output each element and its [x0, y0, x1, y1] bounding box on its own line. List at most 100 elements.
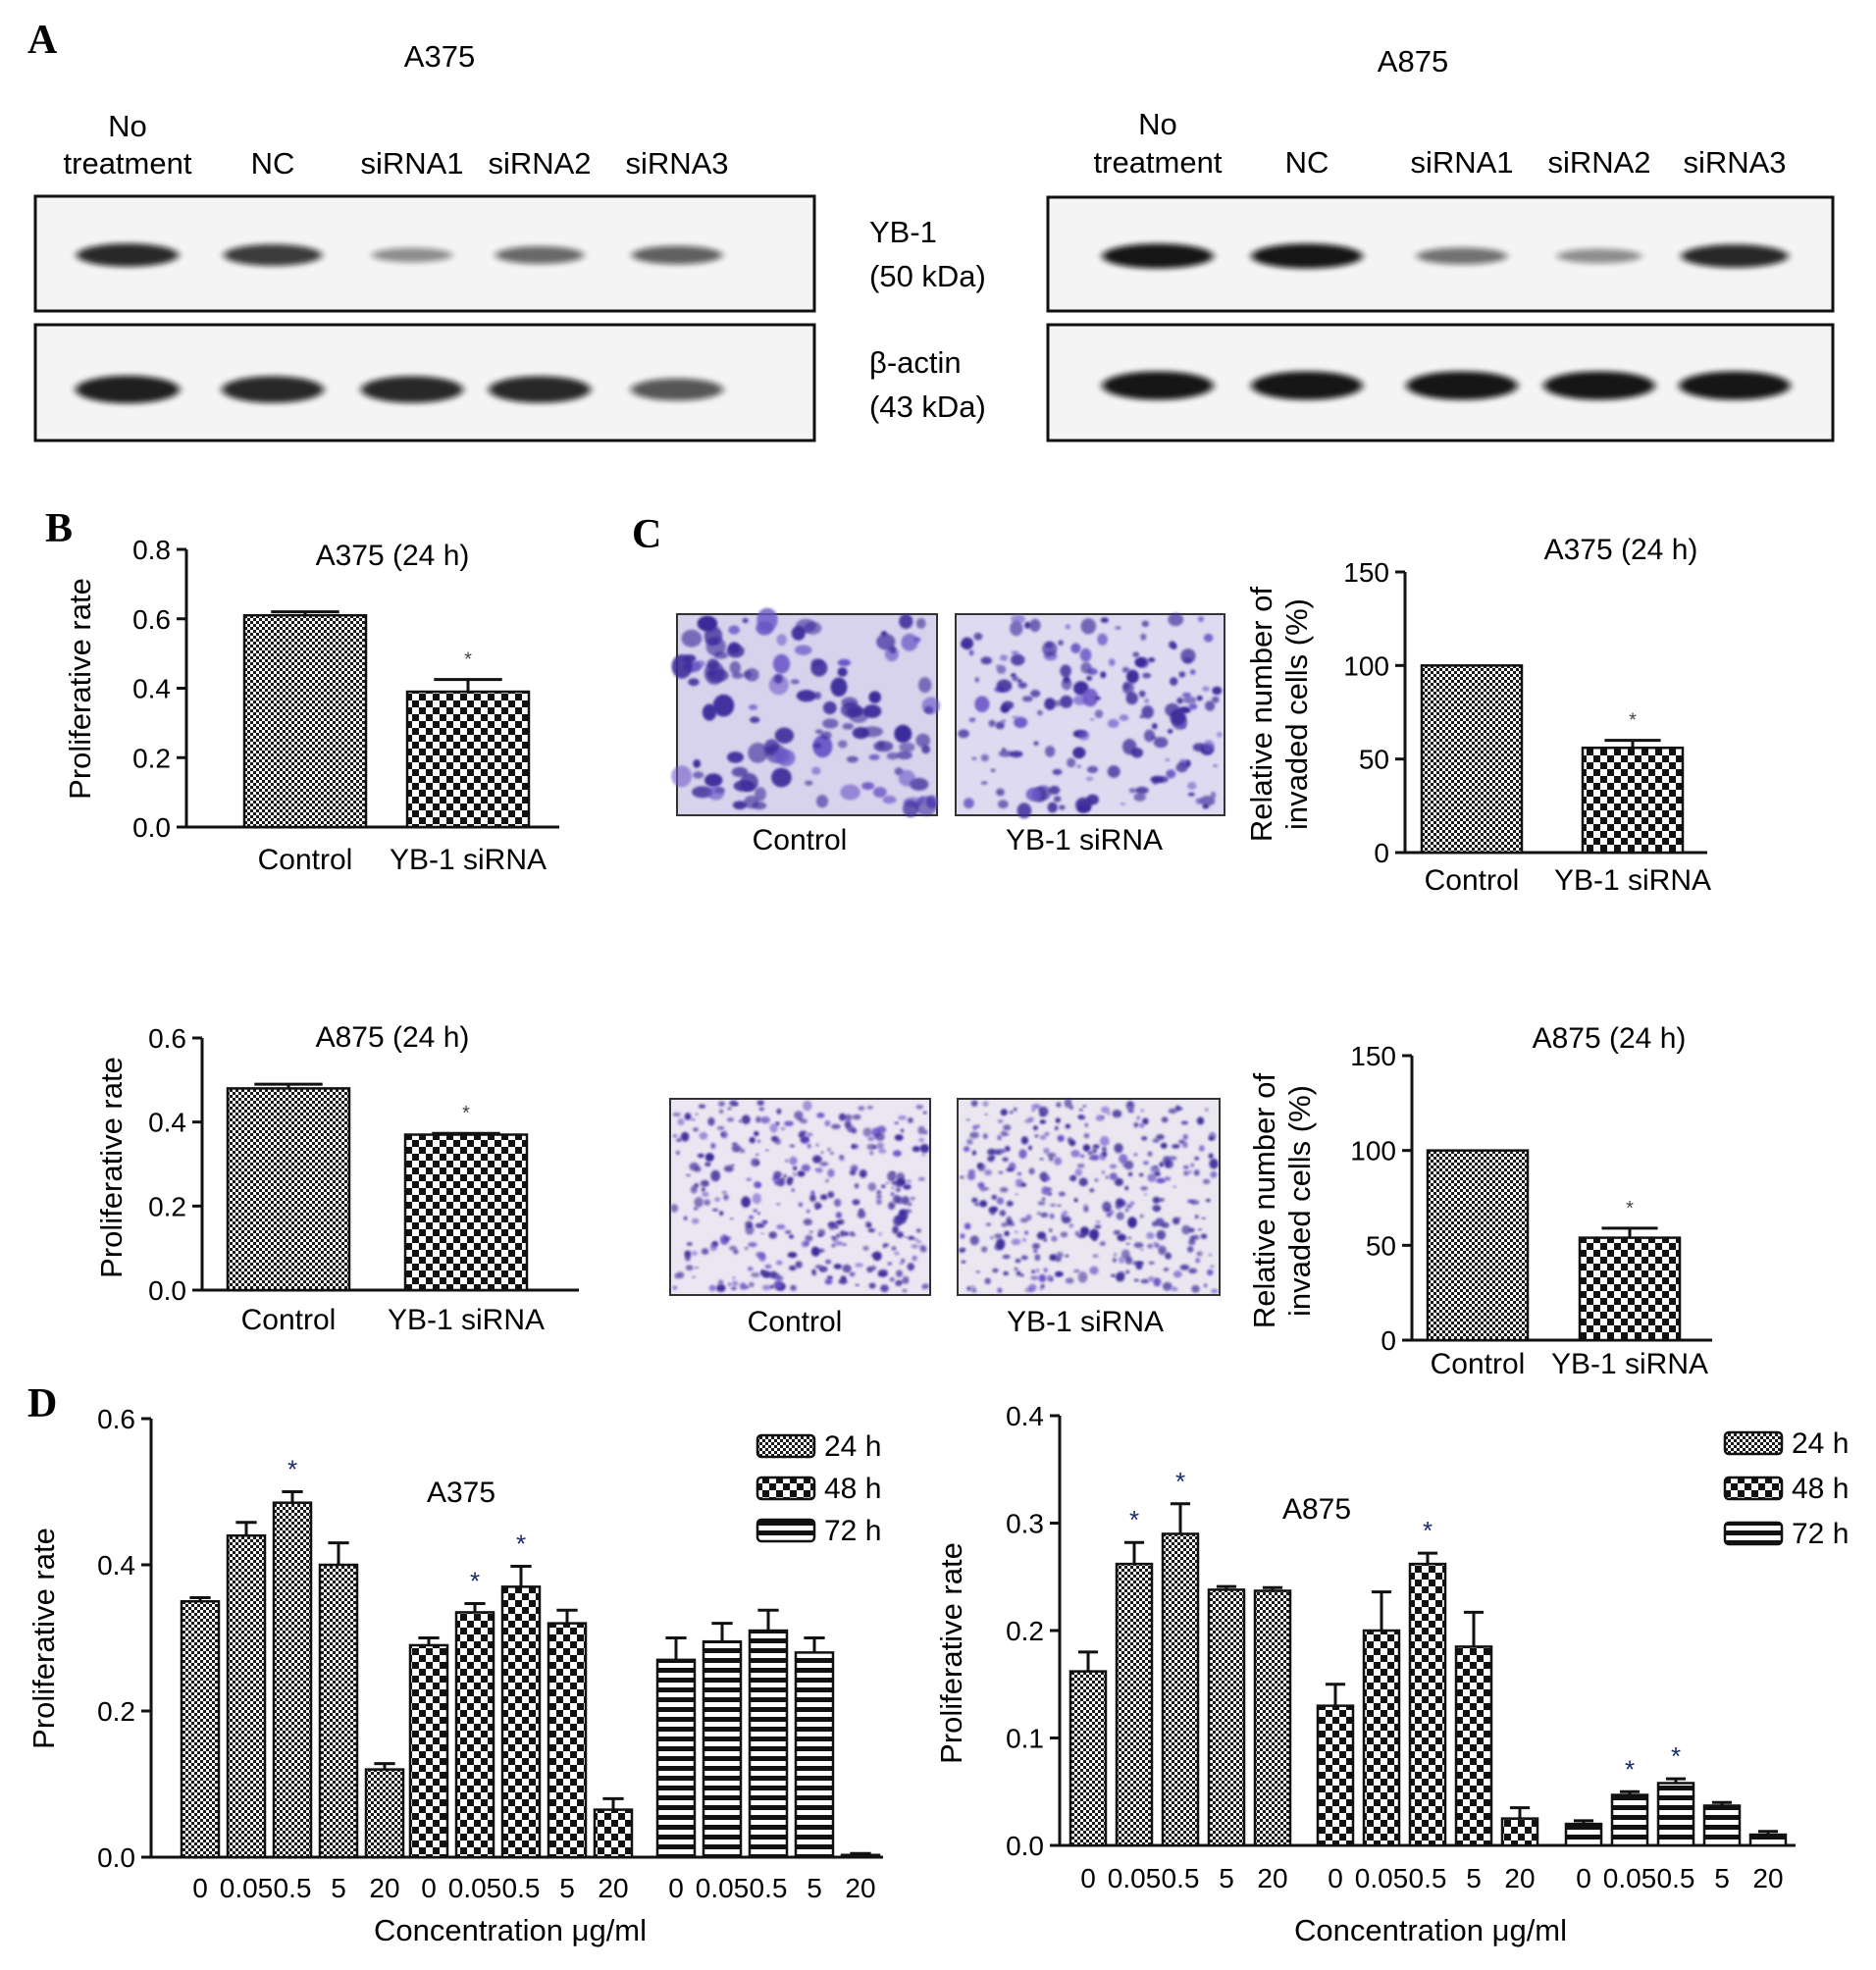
bar — [1748, 1833, 1788, 1847]
stained-cell — [1132, 651, 1140, 657]
stained-cell — [919, 1247, 927, 1253]
stained-cell — [1094, 697, 1101, 700]
yb1-band — [632, 245, 722, 265]
stained-cell — [744, 1246, 749, 1250]
stained-cell — [1187, 781, 1197, 790]
stained-cell — [803, 1100, 812, 1112]
lane-label: siRNA1 — [360, 146, 463, 181]
stained-cell — [1092, 1254, 1099, 1258]
stained-cell — [672, 1112, 681, 1117]
lane-label: siRNA3 — [1683, 145, 1786, 180]
yb1-band — [372, 247, 452, 263]
stained-cell — [810, 658, 824, 667]
stained-cell — [1044, 1175, 1051, 1181]
stained-cell — [1139, 1214, 1144, 1218]
significance-marker: * — [1626, 1198, 1634, 1219]
stained-cell — [1102, 1147, 1107, 1152]
stained-cell — [901, 633, 918, 651]
chart-title: A875 (24 h) — [1533, 1022, 1687, 1055]
stained-cell — [726, 1117, 735, 1122]
stained-cell — [1152, 1138, 1160, 1143]
y-tick-label: 0.2 — [97, 1696, 135, 1727]
x-tick-label: 20 — [369, 1873, 399, 1903]
stained-cell — [810, 1190, 815, 1196]
stained-cell — [1202, 1178, 1211, 1184]
stained-cell — [709, 1243, 717, 1252]
stained-cell — [877, 741, 885, 750]
stained-cell — [1203, 1283, 1208, 1288]
stained-cell — [868, 1282, 876, 1289]
stained-cell — [1040, 1212, 1049, 1218]
category-label: YB-1 siRNA — [1554, 864, 1711, 897]
stained-cell — [917, 1176, 926, 1181]
stained-cell — [756, 1100, 764, 1106]
chart-d-a875-dose-response: 0.0 0.1 0.2 0.3 0.4 Proliferative rate A875 0 * 0… — [934, 1401, 1849, 1947]
stained-cell — [963, 1146, 970, 1153]
stained-cell — [1116, 1212, 1124, 1220]
stained-cell — [1043, 1147, 1050, 1155]
stained-cell — [1194, 1215, 1199, 1219]
stained-cell — [911, 1244, 919, 1249]
stained-cell — [894, 1134, 904, 1141]
stained-cell — [917, 1125, 925, 1135]
stained-cell — [892, 1150, 902, 1157]
stained-cell — [855, 1283, 860, 1286]
stained-cell — [869, 1151, 874, 1156]
stained-cell — [688, 678, 700, 687]
y-tick-label: 100 — [1343, 650, 1389, 681]
stained-cell — [1077, 804, 1091, 813]
stained-cell — [762, 1271, 773, 1278]
stained-cell — [1082, 1144, 1091, 1152]
stained-cell — [858, 1106, 865, 1112]
chart-c-a875-invasion: 0 50 100 150 Relative number of invaded cells… — [1247, 1022, 1712, 1380]
stained-cell — [846, 755, 859, 763]
stained-cell — [896, 1172, 906, 1181]
stained-cell — [1141, 620, 1150, 627]
bar — [1581, 746, 1685, 855]
y-tick-label: 150 — [1343, 557, 1389, 588]
stained-cells-yb1-sirna — [958, 612, 1223, 819]
stained-cell — [1140, 1109, 1144, 1113]
stained-cell — [876, 1142, 884, 1150]
stained-cell — [996, 664, 1007, 674]
y-axis-label: Proliferative rate — [63, 578, 97, 800]
chart-title: A875 (24 h) — [316, 1021, 470, 1054]
stained-cell — [1031, 1270, 1035, 1273]
stained-cell — [761, 1219, 767, 1225]
stained-cell — [764, 1264, 772, 1270]
stained-cell — [684, 1113, 692, 1120]
stained-cell — [721, 1190, 727, 1194]
stained-cell — [731, 672, 744, 679]
stained-cell — [835, 1212, 843, 1218]
stained-cell — [677, 1117, 685, 1126]
category-label: Control — [241, 1304, 337, 1336]
stained-cell — [987, 1155, 995, 1163]
stained-cell — [876, 1190, 882, 1195]
stained-cell — [868, 753, 880, 760]
stained-cell — [811, 766, 821, 775]
stained-cell — [726, 644, 745, 658]
stained-cell — [685, 1265, 694, 1271]
stained-cell — [1016, 803, 1032, 819]
stained-cell — [1097, 633, 1108, 646]
stained-cell — [1024, 1118, 1032, 1123]
stained-cell — [701, 1248, 709, 1255]
stained-cell — [997, 1134, 1002, 1141]
stained-cell — [866, 1222, 872, 1227]
stained-cell — [1011, 1238, 1021, 1246]
stained-cell — [729, 660, 741, 675]
x-tick-label: 0.05 — [696, 1873, 750, 1903]
stained-cell — [900, 1128, 905, 1133]
stained-cell — [769, 1123, 778, 1133]
stained-cell — [999, 1210, 1007, 1217]
stained-cell — [1142, 1117, 1149, 1125]
stained-cell — [1037, 709, 1043, 716]
stained-cell — [827, 1168, 835, 1178]
blot-cell-line-title: A875 — [1378, 44, 1448, 78]
stained-cell — [786, 1178, 793, 1186]
stained-cell — [1124, 1185, 1129, 1191]
stained-cell — [746, 1177, 753, 1181]
stained-cell — [918, 1137, 925, 1143]
stained-cell — [1133, 793, 1146, 802]
stained-cell — [1017, 679, 1022, 684]
